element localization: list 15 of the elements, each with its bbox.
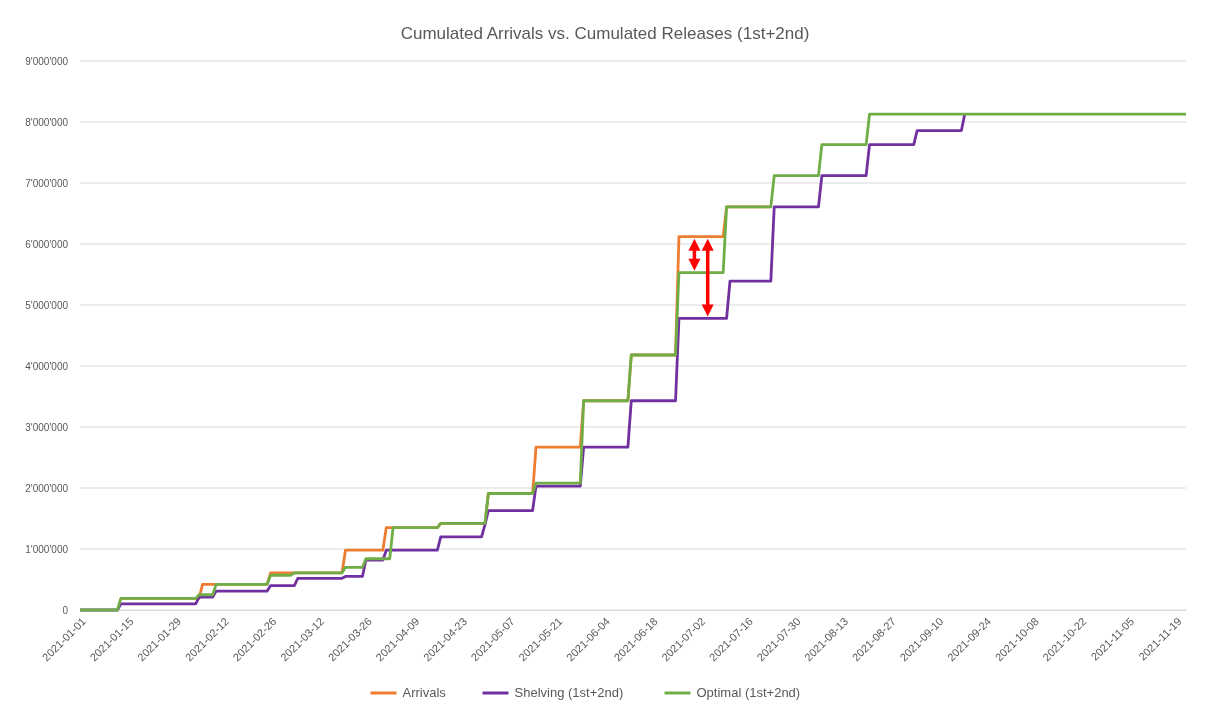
y-tick-label: 9'000'000 [25, 55, 69, 67]
y-tick-label: 3'000'000 [25, 421, 69, 433]
legend-label: Optimal (1st+2nd) [696, 685, 801, 700]
y-tick-label: 8'000'000 [25, 116, 69, 128]
y-tick-label: 4'000'000 [25, 360, 69, 372]
y-tick-label: 0 [62, 604, 69, 616]
y-tick-label: 5'000'000 [25, 299, 69, 311]
y-tick-label: 7'000'000 [25, 177, 69, 189]
y-tick-label: 1'000'000 [25, 543, 69, 555]
line-series [78, 112, 1188, 612]
legend-label: Shelving (1st+2nd) [514, 685, 624, 700]
chart-title: Cumulated Arrivals vs. Cumulated Releases (1st+2nd) [400, 24, 810, 43]
legend-label: Arrivals [402, 685, 447, 700]
y-tick-label: 6'000'000 [25, 238, 69, 250]
y-tick-label: 2'000'000 [25, 482, 69, 494]
